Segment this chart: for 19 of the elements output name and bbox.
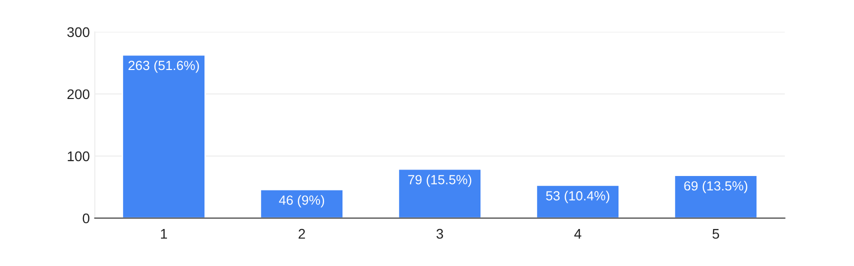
y-tick-label: 300	[67, 27, 90, 38]
bar	[398, 168, 482, 218]
x-tick-label: 2	[298, 228, 305, 239]
bar	[674, 174, 758, 218]
y-tick-label: 0	[82, 213, 90, 224]
data-label: 79 (15.5%)	[408, 174, 472, 187]
bar	[260, 188, 344, 218]
data-label: 69 (13.5%)	[684, 180, 748, 194]
x-tick-label: 3	[436, 228, 444, 239]
data-label: 46 (9%)	[279, 195, 324, 208]
y-tick-label: 100	[68, 151, 90, 162]
data-label: 263 (51.6%)	[128, 60, 199, 73]
bar	[536, 184, 620, 218]
x-tick-label: 5	[712, 229, 720, 239]
x-tick-label: 1	[160, 229, 167, 239]
data-label: 53 (10.4%)	[546, 190, 610, 204]
bar	[122, 54, 206, 218]
y-tick-label: 200	[67, 89, 90, 100]
x-tick-label: 4	[574, 229, 582, 239]
